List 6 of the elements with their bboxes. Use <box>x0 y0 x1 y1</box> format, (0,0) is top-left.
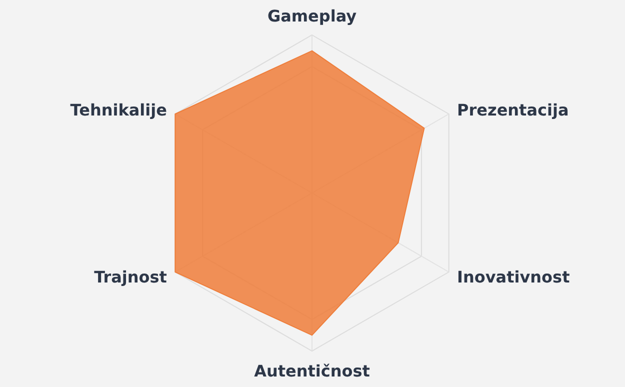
spoke-label: Gameplay <box>267 6 358 26</box>
spoke-label: Autentičnost <box>254 361 370 380</box>
spoke-label: Tehnikalije <box>70 100 168 120</box>
spoke-label: Prezentacija <box>457 100 569 120</box>
spoke-label: Trajnost <box>94 268 168 287</box>
spoke-label: Inovativnost <box>457 268 570 287</box>
